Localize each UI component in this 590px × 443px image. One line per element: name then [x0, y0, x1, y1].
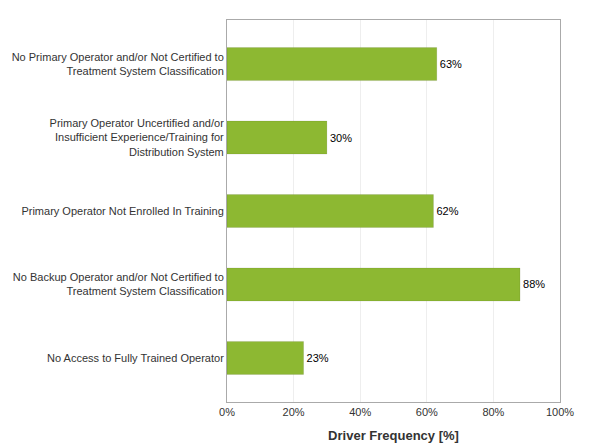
svg-text:88%: 88% [523, 278, 545, 290]
svg-text:40%: 40% [349, 406, 371, 418]
svg-text:23%: 23% [307, 352, 329, 364]
svg-text:60%: 60% [416, 406, 438, 418]
svg-text:No Primary Operator and/or Not: No Primary Operator and/or Not Certified… [12, 51, 224, 77]
svg-text:No Access to Fully Trained Ope: No Access to Fully Trained Operator [47, 352, 224, 364]
svg-text:Driver Frequency [%]: Driver Frequency [%] [328, 428, 459, 443]
svg-text:100%: 100% [546, 406, 574, 418]
svg-text:30%: 30% [330, 132, 352, 144]
svg-text:62%: 62% [436, 205, 458, 217]
svg-text:No Backup Operator and/or Not: No Backup Operator and/or Not Certified … [13, 271, 224, 297]
svg-text:20%: 20% [283, 406, 305, 418]
svg-text:80%: 80% [482, 406, 504, 418]
svg-text:Primary Operator Not Enrolled: Primary Operator Not Enrolled In Trainin… [21, 205, 223, 217]
svg-text:0%: 0% [219, 406, 235, 418]
svg-text:63%: 63% [440, 58, 462, 70]
svg-text:Primary Operator Uncertified a: Primary Operator Uncertified and/orInsuf… [50, 117, 225, 158]
